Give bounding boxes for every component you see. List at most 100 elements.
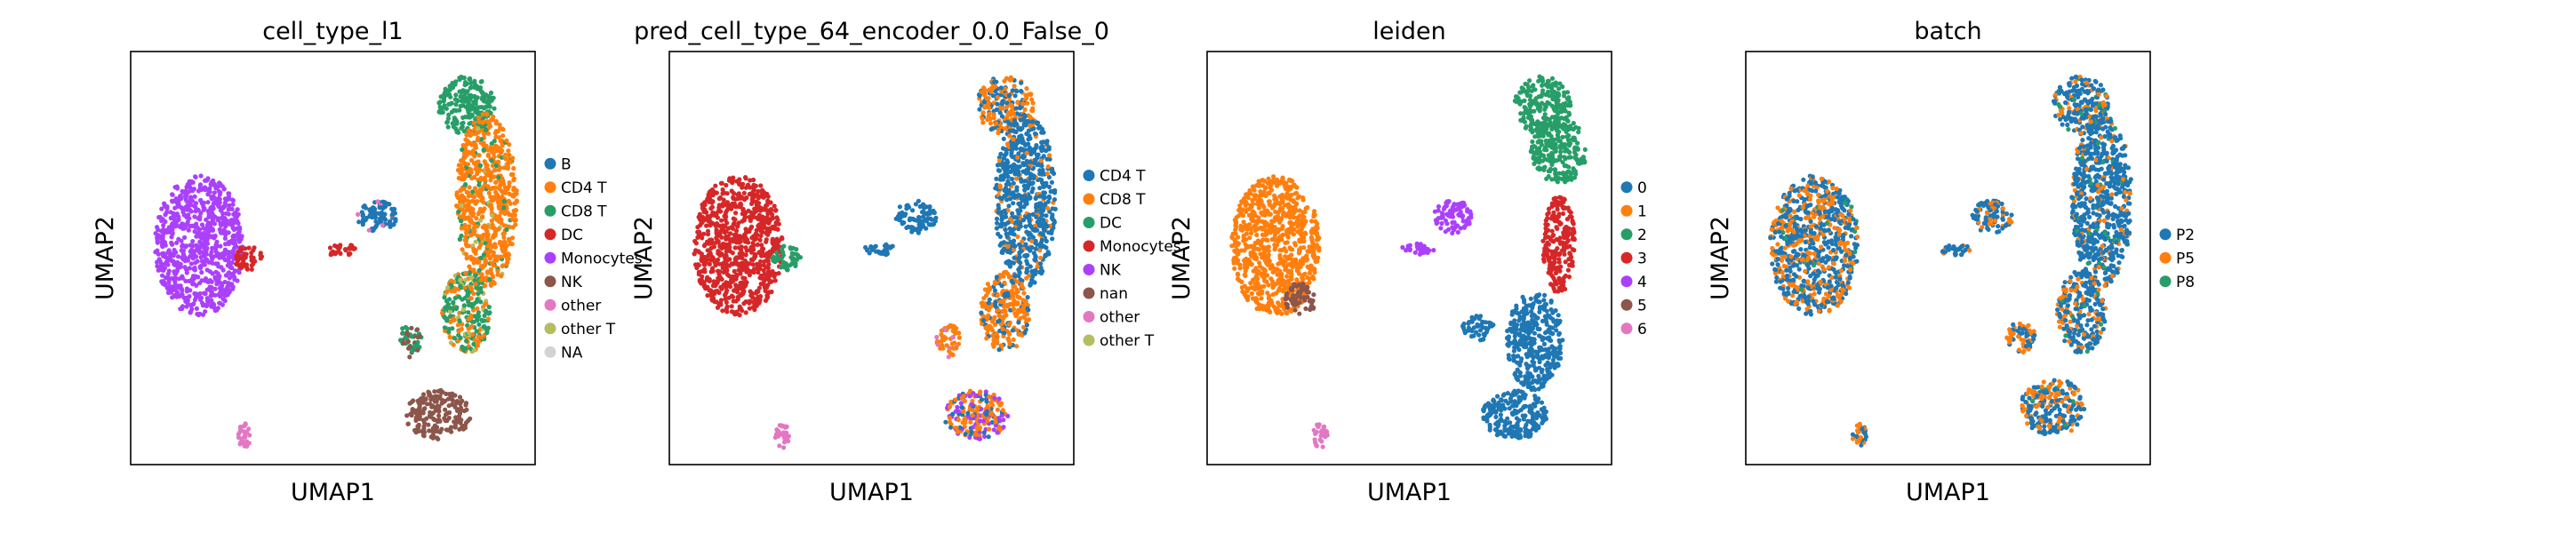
data-point (490, 148, 495, 154)
region-middle-stream (327, 243, 357, 258)
data-point (170, 230, 175, 235)
data-point (220, 215, 226, 220)
data-point (987, 111, 992, 116)
data-point (198, 211, 204, 216)
data-point (1019, 282, 1024, 288)
data-point (184, 270, 189, 275)
data-point (458, 335, 463, 340)
data-point (698, 222, 703, 228)
data-point (403, 335, 408, 340)
data-point (444, 106, 449, 111)
data-point (466, 194, 472, 199)
data-point (380, 205, 385, 211)
data-point (383, 217, 388, 222)
data-point (500, 248, 506, 254)
data-point (733, 211, 739, 216)
data-point (471, 260, 476, 266)
data-point (461, 408, 468, 414)
data-point (192, 214, 197, 219)
data-point (162, 201, 167, 206)
data-point (499, 254, 504, 259)
data-point (238, 245, 244, 251)
data-point (1038, 216, 1044, 221)
data-point (781, 440, 788, 445)
data-point (956, 418, 961, 423)
data-point (380, 222, 385, 228)
panel-title: pred_cell_type_64_encoder_0.0_False_0 (634, 18, 1109, 45)
data-point (998, 211, 1004, 216)
data-point (174, 240, 180, 245)
data-point (198, 173, 204, 179)
data-point (476, 339, 482, 345)
legend-marker (544, 157, 556, 170)
data-point (716, 233, 722, 238)
data-point (468, 254, 474, 259)
data-point (780, 236, 785, 242)
data-point (1025, 100, 1030, 106)
data-point (1005, 174, 1011, 179)
data-point (1030, 100, 1036, 106)
y-axis-label: UMAP2 (92, 216, 119, 300)
data-point (947, 416, 953, 421)
data-point (724, 220, 730, 226)
data-point (1011, 306, 1016, 312)
data-point (1005, 249, 1011, 254)
data-point (207, 186, 212, 191)
data-point (900, 221, 905, 227)
data-point (996, 205, 1002, 211)
data-point (360, 212, 365, 218)
data-point (206, 228, 212, 234)
data-point (478, 242, 484, 247)
data-point (493, 179, 499, 185)
data-point (213, 249, 219, 255)
data-point (452, 289, 458, 294)
data-point (948, 404, 953, 410)
data-point (468, 315, 473, 321)
data-point (757, 275, 763, 281)
data-point (986, 434, 991, 440)
data-point (1003, 152, 1008, 157)
data-point (1034, 214, 1039, 219)
data-point (375, 199, 380, 204)
data-point (489, 158, 494, 163)
data-point (476, 153, 482, 158)
data-point (476, 182, 482, 187)
data-point (443, 407, 448, 412)
data-point (952, 324, 957, 330)
data-point (445, 115, 451, 121)
data-point (977, 436, 982, 442)
panel-1: pred_cell_type_64_encoder_0.0_False_0UMA… (630, 18, 1181, 506)
data-point (973, 393, 979, 398)
data-point (194, 306, 199, 311)
data-point (708, 222, 713, 228)
data-point (769, 208, 774, 213)
data-point (342, 247, 348, 252)
data-point (713, 263, 718, 268)
data-point (1005, 413, 1011, 418)
data-point (409, 348, 415, 354)
data-point (473, 273, 478, 278)
data-point (460, 193, 465, 198)
data-point (512, 208, 517, 213)
data-point (160, 273, 165, 278)
region-bottom-branch (934, 322, 962, 360)
data-point (196, 274, 201, 280)
data-point (999, 283, 1004, 289)
data-point (470, 140, 476, 146)
data-point (485, 153, 491, 158)
data-point (483, 178, 488, 183)
data-point (759, 243, 764, 248)
data-point (249, 266, 254, 272)
data-point (435, 435, 440, 441)
data-point (367, 207, 372, 212)
data-point (991, 344, 996, 349)
data-point (452, 296, 458, 301)
data-point (243, 422, 248, 427)
data-point (469, 113, 476, 118)
data-point (928, 208, 933, 213)
data-point (1015, 301, 1020, 306)
data-point (246, 245, 252, 251)
data-point (982, 434, 988, 439)
data-point (205, 232, 211, 237)
data-point (987, 394, 992, 400)
